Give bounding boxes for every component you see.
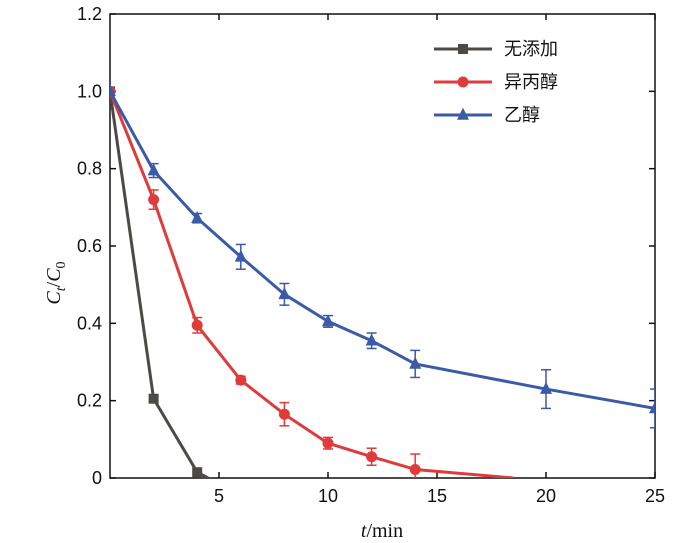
series-line [110, 90, 514, 478]
series-line [110, 91, 209, 478]
x-tick-label: 20 [536, 486, 556, 506]
x-tick-label: 25 [645, 486, 665, 506]
series-2 [110, 84, 655, 429]
data-point [148, 194, 160, 206]
legend-label: 异丙醇 [504, 72, 558, 93]
data-point [278, 287, 291, 300]
axes-layer: 5 10 15 20 25 0 0.2 0.4 0.6 0.8 1.0 1.2 [77, 4, 665, 506]
data-point [192, 467, 203, 478]
y-axis-title-main-2: C [43, 268, 65, 282]
series-0 [110, 86, 209, 478]
series-line [110, 90, 655, 410]
data-point [409, 463, 421, 475]
x-axis-title: t/min [361, 520, 403, 542]
data-point [234, 249, 247, 262]
legend-marker [458, 44, 468, 54]
y-tick-label: 0.8 [77, 159, 102, 179]
y-axis-title-sub-t: t [54, 286, 69, 291]
data-point [409, 356, 422, 369]
series-layer [110, 84, 655, 478]
x-tick-label: 15 [427, 486, 447, 506]
y-tick-label: 0 [92, 468, 102, 488]
y-tick-label: 1.2 [77, 4, 102, 24]
data-point [110, 84, 116, 97]
data-point [366, 451, 378, 463]
data-point [322, 437, 334, 449]
y-tick-label: 1.0 [77, 81, 102, 101]
data-point [649, 401, 655, 414]
legend-marker [457, 107, 469, 120]
series-1 [110, 85, 514, 478]
data-point [147, 163, 160, 176]
legend-marker [457, 76, 469, 88]
x-axis-title-variable: t [361, 520, 367, 542]
y-tick-label: 0.4 [77, 313, 102, 333]
data-point [365, 333, 378, 346]
legend-label: 乙醇 [504, 105, 540, 126]
data-point [191, 319, 203, 331]
data-point [322, 314, 334, 327]
data-point [148, 393, 159, 404]
y-tick-label: 0.6 [77, 236, 102, 256]
y-tick-label: 0.2 [77, 391, 102, 411]
data-point [278, 408, 290, 420]
data-point [191, 210, 204, 223]
plot-frame [109, 13, 656, 479]
y-axis-title-separator: / [43, 281, 65, 287]
x-tick-label: 10 [318, 486, 338, 506]
x-tick-label: 5 [214, 486, 224, 506]
y-axis-title-main: C [43, 291, 65, 305]
data-point [540, 381, 552, 394]
data-point [235, 374, 247, 386]
legend-label: 无添加 [504, 39, 558, 60]
axis-titles: t/min Ct/C0 [43, 261, 403, 542]
y-axis-title: Ct/C0 [43, 261, 69, 304]
x-axis-title-unit: /min [366, 520, 403, 542]
y-axis-title-sub-0: 0 [54, 261, 69, 268]
